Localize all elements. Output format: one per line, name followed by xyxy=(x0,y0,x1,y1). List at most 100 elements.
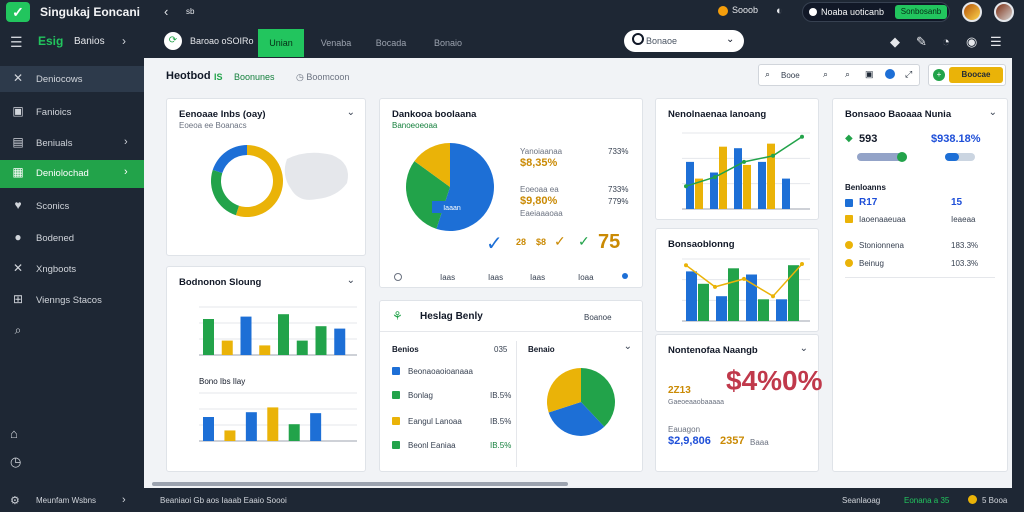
zoom-in-icon[interactable]: ⌕ xyxy=(823,69,829,79)
sidebar-item-label: Xngboots xyxy=(36,264,77,275)
edit-icon[interactable]: ✎ xyxy=(916,34,927,49)
bar xyxy=(743,164,751,209)
legend-swatch xyxy=(845,199,853,207)
toolbar-group: ⌕ Booe ⌕ ⌕ ▣ ⤢ xyxy=(758,64,920,86)
crossed-tools-icon: ✕ xyxy=(12,71,24,85)
back-arrow-icon[interactable]: ‹ xyxy=(164,4,169,19)
card-subtitle: Eoeoa ee Boanacs xyxy=(179,121,247,130)
kpi-1: 28 xyxy=(516,237,527,247)
environment-selector[interactable]: Noaba uoticanb Sonbosanb xyxy=(802,2,950,22)
card-summary: Bonsaoo Baoaaa Nunia ⌄ ◆ 593 $938.18% Be… xyxy=(832,98,1008,472)
card-table-pie: ⚘ Heslag Benly Boanoe Benios 035 Benaio … xyxy=(379,300,643,472)
avatar-secondary[interactable] xyxy=(994,2,1014,22)
metric-3-value: $9,80% xyxy=(520,195,558,207)
selector-pill[interactable]: Sonbosanb xyxy=(895,5,947,19)
clock-icon[interactable]: ◷ xyxy=(10,454,22,469)
card-title: Bonsaoblonng xyxy=(668,239,735,250)
chevron-right-icon[interactable]: › xyxy=(122,494,126,506)
pie-slice xyxy=(548,402,605,436)
header-link-primary[interactable]: Boonunes xyxy=(234,72,275,82)
chevron-right-icon[interactable]: › xyxy=(122,34,126,48)
trend-point xyxy=(771,294,775,299)
tab-unian[interactable]: Unian xyxy=(258,29,304,57)
sidebar-item-beniuals[interactable]: ▤ Beniuals › xyxy=(0,130,144,156)
bar xyxy=(310,413,322,441)
trend-point xyxy=(713,284,717,289)
sidebar-item-label: Deniolochad xyxy=(36,168,89,179)
sidebar-item-xngboots[interactable]: ✕ Xngboots xyxy=(0,256,144,282)
bar-chart-lower xyxy=(199,392,357,442)
search-input[interactable]: Bonaoe ⌄ xyxy=(624,30,744,52)
card-option[interactable]: Boanoe xyxy=(584,313,612,322)
donut-chart-1 xyxy=(211,145,348,217)
grid-icon[interactable]: ▣ xyxy=(865,69,874,79)
bar xyxy=(767,143,775,209)
search-placeholder: Bonaoe xyxy=(646,36,678,46)
metric-1-label: Yanoiaanaa xyxy=(520,147,563,156)
progress-bar xyxy=(945,153,975,161)
chevron-down-icon[interactable]: ⌄ xyxy=(346,107,355,118)
divider xyxy=(845,277,995,278)
globe-icon[interactable]: ◉ xyxy=(966,34,978,49)
status-indicator[interactable]: Sooob xyxy=(718,5,758,16)
chevron-down-icon[interactable]: ⌄ xyxy=(988,107,997,118)
toggle-icon[interactable]: ◐ xyxy=(776,5,783,17)
avatar[interactable] xyxy=(962,2,982,22)
info-icon[interactable] xyxy=(885,69,895,79)
breadcrumb: sb xyxy=(186,7,195,16)
info-icon[interactable] xyxy=(394,273,402,281)
chat-icon[interactable]: ◔ xyxy=(942,34,950,49)
hamburger-menu-icon[interactable]: ☰ xyxy=(10,34,23,50)
info-icon[interactable] xyxy=(622,273,628,279)
heart-icon: ♥ xyxy=(14,198,22,212)
home-icon[interactable]: ⌂ xyxy=(10,426,18,441)
bell-icon[interactable]: ◆ xyxy=(890,34,900,49)
header-link-secondary[interactable]: ◷ Boomcoon xyxy=(296,72,349,83)
main-scrollbar[interactable] xyxy=(1012,58,1024,488)
org-chart-icon: ⚘ xyxy=(392,309,403,323)
chevron-down-icon[interactable]: ⌄ xyxy=(346,275,355,286)
tab-venaba[interactable]: Venaba xyxy=(320,38,352,48)
bar xyxy=(758,299,769,321)
expand-icon[interactable]: ⤢ xyxy=(905,69,913,79)
add-icon[interactable]: + xyxy=(933,69,945,81)
check-logo-icon: ✓ xyxy=(6,2,30,22)
table-header: Benaio xyxy=(528,345,555,354)
horizontal-scrollbar[interactable] xyxy=(152,482,568,486)
tab-bocada[interactable]: Bocada xyxy=(375,38,407,48)
bar xyxy=(240,316,252,355)
sidebar-item-sconics[interactable]: ♥ Sconics xyxy=(0,193,144,219)
bar xyxy=(267,407,279,441)
card-title: Dankooa boolaana xyxy=(392,109,477,120)
chevron-down-icon[interactable]: ⌄ xyxy=(623,341,632,352)
gauge-label: Iaaan xyxy=(443,205,461,212)
zoom-out-icon[interactable]: ⌕ xyxy=(845,69,851,79)
settings-icon[interactable]: ⚙ xyxy=(10,495,20,507)
sidebar-item-deniolochad[interactable]: ▦ Deniolochad › xyxy=(0,160,144,188)
tab-bonaio[interactable]: Bonaio xyxy=(433,38,463,48)
refresh-icon[interactable]: ⟳ xyxy=(164,32,182,50)
bar xyxy=(719,146,727,209)
sidebar-item-bodened[interactable]: ● Bodened xyxy=(0,225,144,251)
gauge-label-bg xyxy=(432,201,472,213)
progress-knob[interactable] xyxy=(897,152,907,162)
chevron-down-icon[interactable]: ⌄ xyxy=(799,343,808,354)
sidebar-footer-label[interactable]: Meunfam Wsbns xyxy=(36,496,97,505)
list-icon[interactable]: ☰ xyxy=(990,34,1002,49)
search-icon[interactable]: ⌕ xyxy=(765,69,771,79)
sidebar-item-deniocows[interactable]: ✕ Deniocows xyxy=(0,66,144,92)
footer-item[interactable]: Seanlaoag xyxy=(842,496,881,505)
sidebar-item-search[interactable]: ⌕ xyxy=(0,318,144,344)
footer-item[interactable]: Eonana a 35 xyxy=(904,496,950,505)
footer-item[interactable]: 5 Booa xyxy=(982,496,1008,505)
bar xyxy=(203,319,214,355)
leaf-icon: ◆ xyxy=(845,133,853,144)
summary-value: 103.3% xyxy=(951,259,979,268)
sidebar-item-fanioics[interactable]: ▣ Fanioics xyxy=(0,99,144,125)
row-value: IB.5% xyxy=(490,441,512,450)
sidebar-item-vienngs-stacos[interactable]: ⊞ Vienngs Stacos xyxy=(0,287,144,313)
card-bar-line-2: Bonsaoblonng xyxy=(655,228,819,332)
card-title: Heslag Benly xyxy=(420,311,483,322)
chevron-right-icon: › xyxy=(124,136,128,148)
primary-action-button[interactable]: Boocae xyxy=(949,67,1003,83)
